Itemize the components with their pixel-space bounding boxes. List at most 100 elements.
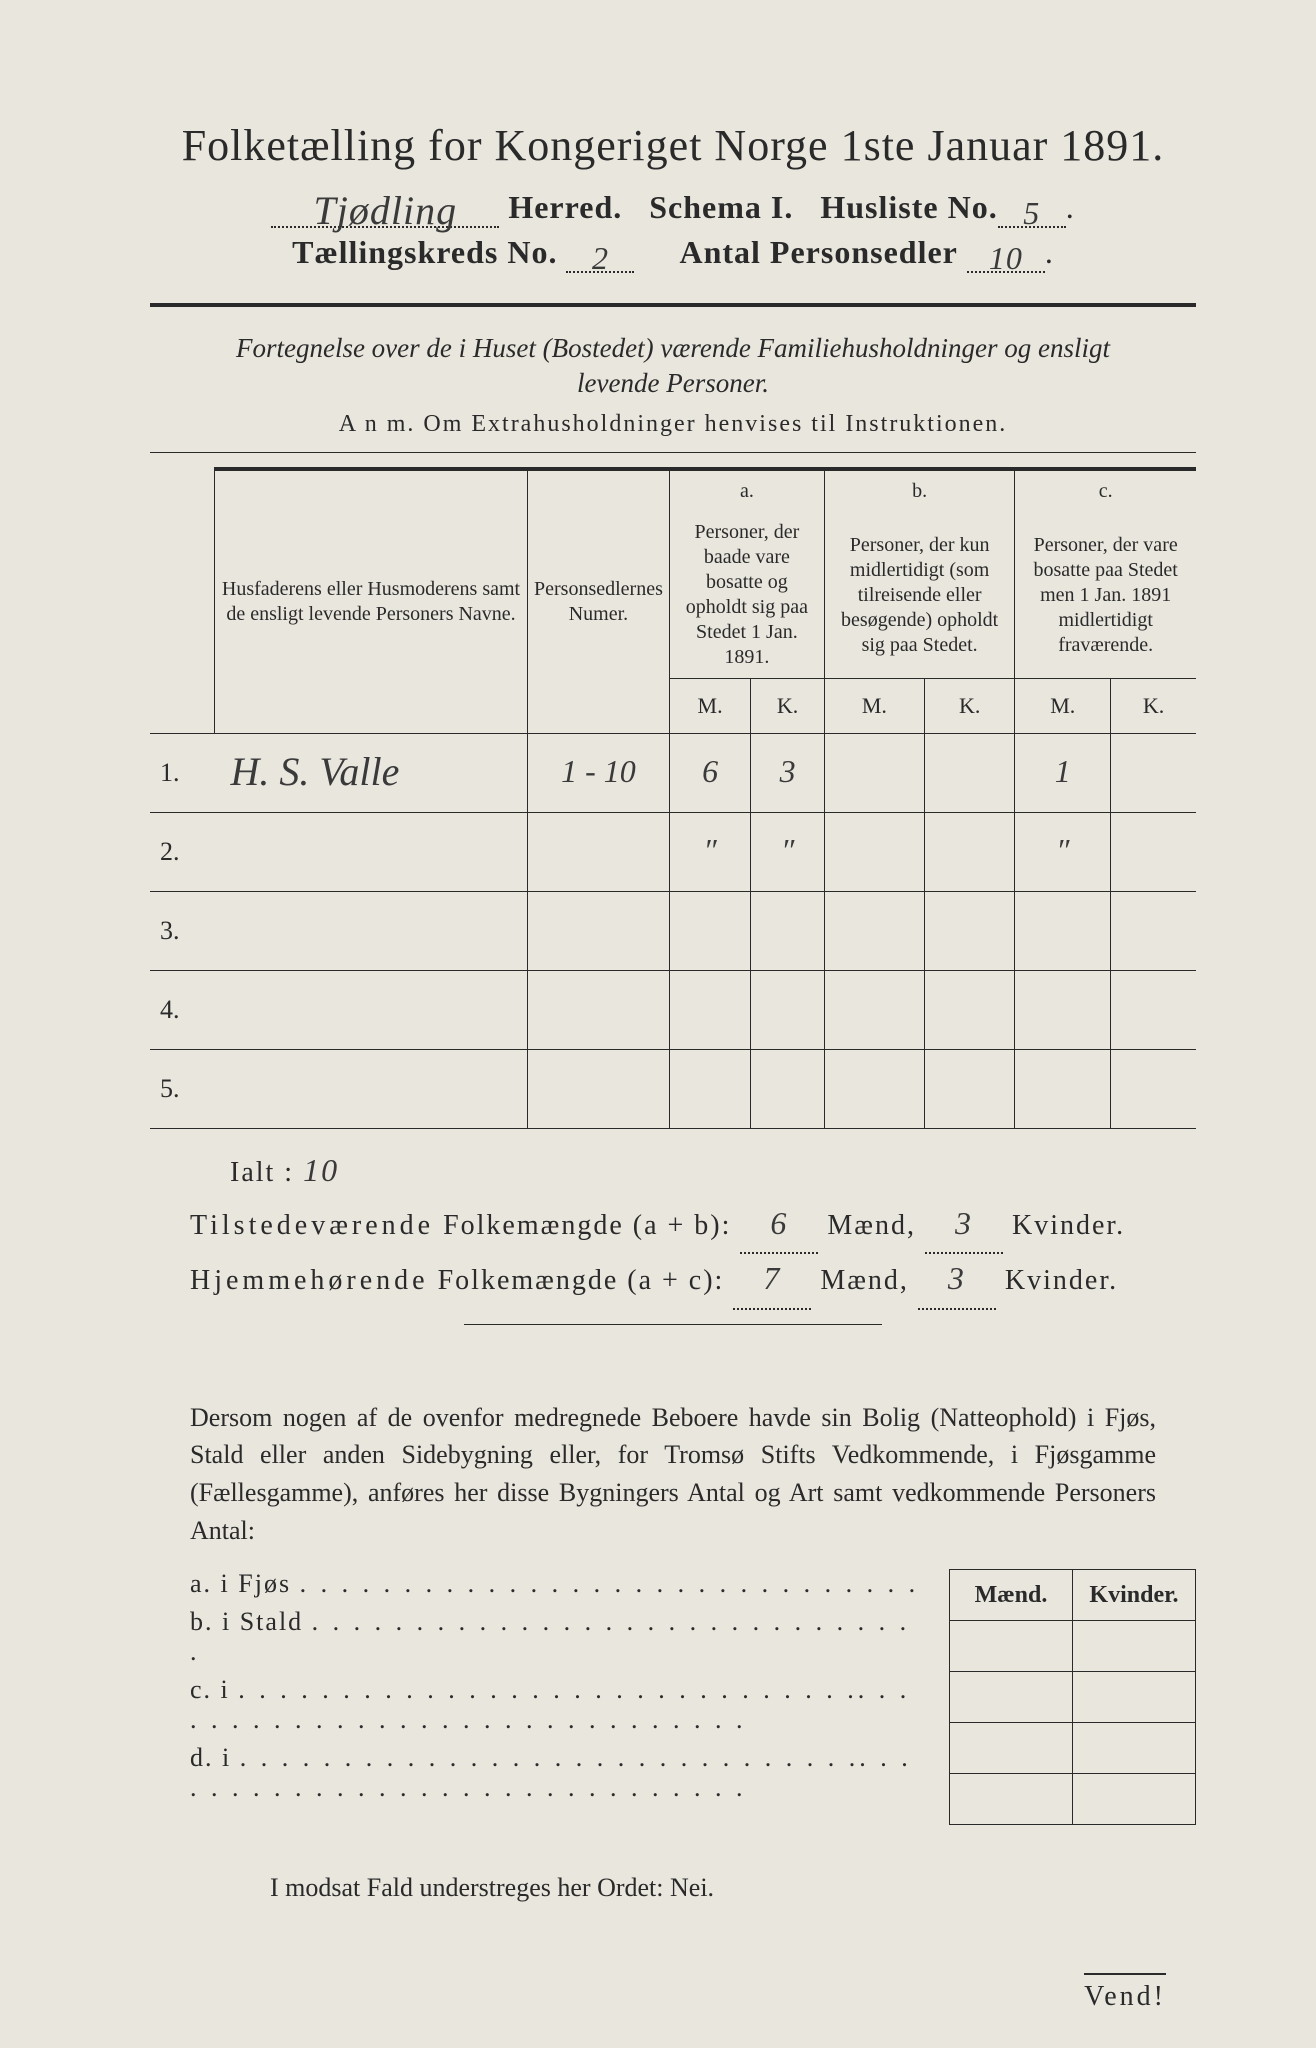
row-bK [924,892,1014,971]
row-cM [1015,1050,1111,1129]
row-cK [1111,1050,1196,1129]
t2-label-a: Hjemmehørende [190,1265,429,1296]
th-c-K: K. [1111,679,1196,734]
subheading: Fortegnelse over de i Huset (Bostedet) v… [210,331,1136,401]
maend-label: Mænd, [820,1265,909,1296]
row-psnum [528,813,670,892]
th-name: Husfaderens eller Husmoderens samt de en… [215,469,528,734]
t2-maend: 7 [763,1260,781,1296]
mkmini-cell [1073,1774,1196,1825]
kvinder-label: Kvinder. [1005,1265,1118,1296]
table-row: 1. H. S. Valle 1 - 10 6 3 1 [150,734,1196,813]
mkmini-cell [1073,1621,1196,1672]
rule-thin-table-bottom [150,1128,1196,1129]
th-rownum-blank [150,469,215,734]
t1-kvinder: 3 [955,1205,973,1241]
totals-line-2: Hjemmehørende Folkemængde (a + c): 7 Mæn… [190,1254,1156,1309]
rule-thin-1 [150,452,1196,453]
row-aM: 6 [669,734,750,813]
personsedler-no-value: 10 [989,240,1023,276]
row-cM: 1 [1015,734,1111,813]
row-bK [924,813,1014,892]
row-psnum [528,1050,670,1129]
row-bK [924,971,1014,1050]
personsedler-label: Antal Personsedler [679,234,957,270]
row-aK: ″ [751,813,825,892]
row-aM [669,971,750,1050]
herred-value: Tjødling [314,188,458,233]
row-bM [824,813,924,892]
mkmini-M: Mænd. [950,1570,1073,1621]
census-form-page: Folketælling for Kongeriget Norge 1ste J… [0,0,1316,2048]
totals-line-1: Tilstedeværende Folkemængde (a + b): 6 M… [190,1199,1156,1254]
row-cK [1111,813,1196,892]
mkmini-cell [1073,1672,1196,1723]
row-name: H. S. Valle [215,734,528,813]
husliste-label: Husliste No. [820,189,997,225]
row-num: 5. [150,1050,215,1129]
row-bM [824,971,924,1050]
row-psnum [528,971,670,1050]
table-row: 5. [150,1050,1196,1129]
row-name [215,892,528,971]
row-num: 2. [150,813,215,892]
row-aK [751,892,825,971]
anm-note: A n m. Om Extrahusholdninger henvises ti… [150,411,1196,438]
mk-mini-table: Mænd. Kvinder. [949,1569,1196,1825]
th-b-label: b. [824,469,1014,512]
row-bM [824,734,924,813]
mkmini-cell [950,1621,1073,1672]
kvinder-label: Kvinder. [1012,1210,1125,1241]
row-cK [1111,734,1196,813]
row-psnum [528,892,670,971]
row-aM [669,892,750,971]
ialt-value: 10 [303,1152,339,1188]
th-c-M: M. [1015,679,1111,734]
t2-kvinder: 3 [948,1260,966,1296]
row-num: 3. [150,892,215,971]
row-aM: ″ [669,813,750,892]
row-aK [751,971,825,1050]
t2-label-b: Folkemængde (a + c): [438,1265,725,1296]
row-name [215,971,528,1050]
fjos-paragraph: Dersom nogen af de ovenfor medregnede Be… [190,1399,1156,1550]
rule-thick-1 [150,303,1196,307]
mkmini-cell [950,1774,1073,1825]
t1-maend: 6 [770,1205,788,1241]
mkmini-cell [1073,1723,1196,1774]
row-psnum: 1 - 10 [528,734,670,813]
header-line-2: Tællingskreds No. 2 Antal Personsedler 1… [150,234,1196,273]
schema-label: Schema I. [649,189,793,225]
mkmini-cell [950,1723,1073,1774]
row-cM: ″ [1015,813,1111,892]
th-b-text: Personer, der kun midlertidigt (som tilr… [824,512,1014,679]
kreds-label: Tællingskreds No. [292,234,557,270]
vend-label: Vend! [1084,1973,1166,2013]
row-cK [1111,971,1196,1050]
header-line-1: Tjødling Herred. Schema I. Husliste No.5… [150,189,1196,228]
table-row: 4. [150,971,1196,1050]
mkmini-cell [950,1672,1073,1723]
nei-line: I modsat Fald understreges her Ordet: Ne… [270,1873,1156,1903]
page-title: Folketælling for Kongeriget Norge 1ste J… [150,120,1196,171]
table-row: 3. [150,892,1196,971]
maend-label: Mænd, [827,1210,916,1241]
table-row: 2. ″ ″ ″ [150,813,1196,892]
th-num: Personsedlernes Numer. [528,469,670,734]
th-a-label: a. [669,469,824,512]
row-bK [924,734,1014,813]
th-a-text: Personer, der baade vare bosatte og opho… [669,512,824,679]
th-b-K: K. [924,679,1014,734]
row-name [215,1050,528,1129]
row-num: 1. [150,734,215,813]
mkmini-K: Kvinder. [1073,1570,1196,1621]
kreds-no-value: 2 [592,240,609,276]
row-bM [824,1050,924,1129]
herred-label: Herred. [508,189,622,225]
row-bK [924,1050,1014,1129]
ialt-line: Ialt : 10 [230,1157,1196,1189]
th-a-K: K. [751,679,825,734]
row-aM [669,1050,750,1129]
th-a-M: M. [669,679,750,734]
row-aK: 3 [751,734,825,813]
